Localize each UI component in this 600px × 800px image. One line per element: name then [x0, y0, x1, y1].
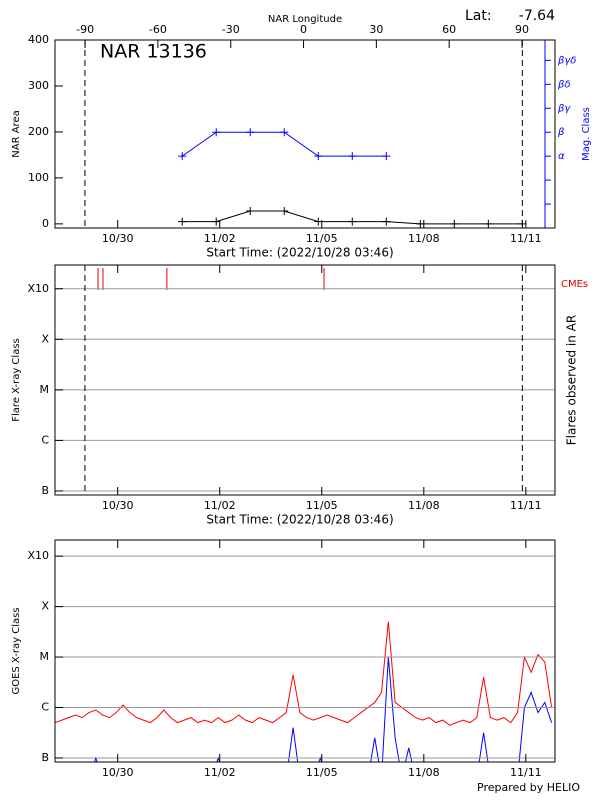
- x-tick-label: 11/05: [306, 766, 338, 779]
- y2-axis-label: Flares observed in AR: [565, 315, 579, 445]
- point-marker: [348, 217, 357, 226]
- panel: [178, 128, 527, 228]
- x2-tick-label: 90: [515, 23, 529, 36]
- y-axis-label: NAR Area: [11, 110, 22, 157]
- x-tick-label: 10/30: [102, 499, 134, 512]
- point-marker: [314, 152, 323, 161]
- y2-tick-label: α: [558, 151, 565, 162]
- y2-axis-label: Mag. Class: [581, 107, 592, 161]
- point-marker: [416, 219, 425, 228]
- x-tick-label: 11/08: [408, 499, 440, 512]
- y-tick-label: 100: [28, 171, 49, 184]
- point-marker: [178, 152, 187, 161]
- x-tick-label: 11/11: [510, 766, 542, 779]
- panel: [55, 621, 553, 762]
- y-tick-label: X: [41, 332, 49, 345]
- x-axis-label: Start Time: (2022/10/28 03:46): [206, 513, 393, 527]
- y-tick-label: B: [41, 751, 49, 764]
- plot-frame: [54, 264, 556, 496]
- x-tick-label: 11/11: [510, 232, 542, 245]
- y2-tick-label: β: [557, 127, 565, 138]
- x-tick-label: 11/02: [204, 766, 236, 779]
- footer: Prepared by HELIO: [477, 781, 580, 794]
- point-marker: [178, 217, 187, 226]
- lat-value: -7.64: [519, 8, 555, 24]
- x2-axis-label: NAR Longitude: [268, 14, 342, 25]
- y2-tick-label: βγ: [557, 103, 571, 114]
- y-axis-label: GOES X-ray Class: [11, 607, 22, 694]
- point-marker: [348, 152, 357, 161]
- x2-tick-label: -60: [149, 23, 167, 36]
- x-tick-label: 10/30: [102, 766, 134, 779]
- point-marker: [484, 219, 493, 228]
- plot-frame: [54, 39, 556, 229]
- events-label: CMEs: [561, 279, 588, 290]
- y-axis-label: Flare X-ray Class: [11, 338, 22, 422]
- point-marker: [280, 206, 289, 215]
- x-tick-label: 11/05: [306, 232, 338, 245]
- x-tick-label: 11/02: [204, 232, 236, 245]
- y-tick-label: C: [41, 433, 49, 446]
- x-axis-label: Start Time: (2022/10/28 03:46): [206, 246, 393, 260]
- point-marker: [280, 128, 289, 137]
- y-tick-label: M: [40, 650, 50, 663]
- chart-title: NAR 13136: [100, 41, 207, 63]
- x-tick-label: 11/11: [510, 499, 542, 512]
- y2-tick-label: βδ: [557, 79, 571, 90]
- point-marker: [246, 206, 255, 215]
- x-tick-label: 11/08: [408, 766, 440, 779]
- point-marker: [382, 217, 391, 226]
- y-tick-label: X10: [27, 549, 49, 562]
- point-marker: [450, 219, 459, 228]
- x-tick-label: 11/02: [204, 499, 236, 512]
- y-tick-label: X: [41, 600, 49, 613]
- point-marker: [314, 217, 323, 226]
- y-tick-label: B: [41, 484, 49, 497]
- x2-tick-label: 60: [442, 23, 456, 36]
- panel: [97, 268, 325, 290]
- y-tick-label: C: [41, 701, 49, 714]
- y-tick-label: X10: [27, 282, 49, 295]
- x2-tick-label: 30: [369, 23, 383, 36]
- point-marker: [382, 152, 391, 161]
- y-tick-label: 400: [28, 33, 49, 46]
- point-marker: [212, 128, 221, 137]
- y-tick-label: M: [40, 383, 50, 396]
- x2-tick-label: 0: [300, 23, 307, 36]
- x-tick-label: 10/30: [102, 232, 134, 245]
- y-tick-label: 300: [28, 79, 49, 92]
- lat-label: Lat:: [465, 8, 492, 24]
- y-tick-label: 0: [42, 217, 49, 230]
- x-tick-label: 11/08: [408, 232, 440, 245]
- y2-tick-label: βγδ: [557, 55, 576, 66]
- y-tick-label: 200: [28, 125, 49, 138]
- x2-tick-label: -30: [222, 23, 240, 36]
- point-marker: [246, 128, 255, 137]
- point-marker: [212, 217, 221, 226]
- series-line: [55, 621, 553, 726]
- x2-tick-label: -90: [76, 23, 94, 36]
- plot-frame: [54, 539, 556, 763]
- x-tick-label: 11/05: [306, 499, 338, 512]
